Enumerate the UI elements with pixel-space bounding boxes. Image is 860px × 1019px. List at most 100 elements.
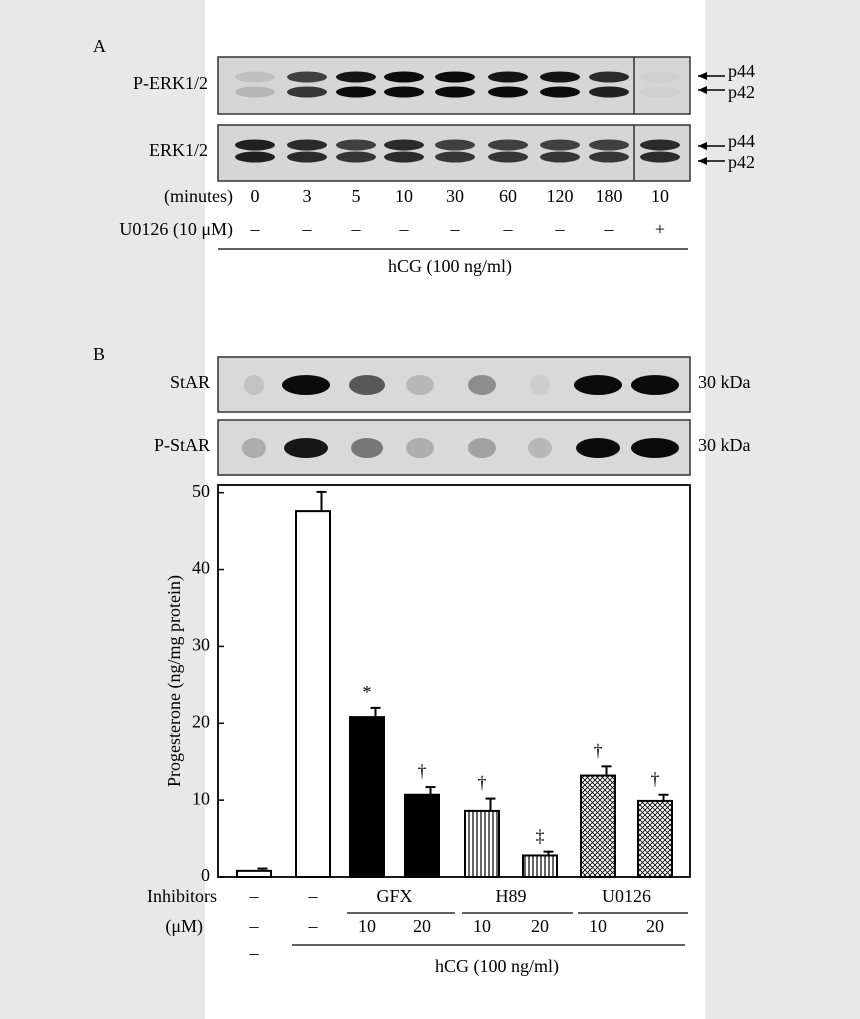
x-tick-label: 10	[473, 916, 491, 936]
arrow-head	[698, 86, 707, 94]
band	[242, 438, 266, 458]
band	[406, 375, 434, 395]
plot-frame	[217, 484, 691, 878]
annotation: *	[363, 682, 372, 702]
row-label: P-StAR	[154, 435, 210, 455]
panel-label: A	[93, 36, 106, 56]
size-label: 30 kDa	[698, 372, 751, 392]
x-tick-label: 20	[646, 916, 664, 936]
band	[540, 86, 580, 98]
band	[235, 139, 275, 151]
blot	[217, 56, 691, 115]
band	[284, 438, 328, 458]
band	[235, 151, 275, 163]
inhibitor-sign: –	[503, 219, 514, 239]
band	[435, 139, 475, 151]
panel-label: B	[93, 344, 105, 364]
y-axis-label: Progesterone (ng/mg protein)	[164, 575, 185, 787]
marker-label: p42	[728, 152, 755, 172]
time-label: 180	[596, 186, 623, 206]
x-tick-label: 20	[413, 916, 431, 936]
band	[384, 151, 424, 163]
inhibitor-label: –	[249, 886, 260, 906]
time-label: 60	[499, 186, 517, 206]
band	[528, 438, 552, 458]
y-tick-label: 0	[201, 865, 210, 885]
band	[468, 375, 496, 395]
annotation: ‡	[536, 826, 545, 846]
bar	[637, 799, 673, 878]
band	[406, 438, 434, 458]
inhibitor-label: H89	[496, 886, 527, 906]
band	[435, 151, 475, 163]
row-label: P-ERK1/2	[133, 73, 208, 93]
inhibitor-sign: –	[604, 219, 615, 239]
band	[336, 139, 376, 151]
band	[589, 139, 629, 151]
band	[351, 438, 383, 458]
arrow-head	[698, 157, 707, 165]
band	[540, 151, 580, 163]
marker-label: p44	[728, 131, 755, 151]
treatment-label: hCG (100 ng/ml)	[388, 256, 512, 277]
time-label: 10	[651, 186, 669, 206]
time-label: 3	[303, 186, 312, 206]
x-tick-label: 20	[531, 916, 549, 936]
time-label: 120	[547, 186, 574, 206]
bar	[349, 716, 385, 878]
band	[589, 86, 629, 98]
band	[336, 71, 376, 83]
inhibitor-sign: +	[655, 219, 665, 239]
x-tick-label: 10	[358, 916, 376, 936]
band	[282, 375, 330, 395]
band	[589, 71, 629, 83]
marker-label: p44	[728, 61, 755, 81]
bar	[404, 793, 440, 878]
band	[287, 71, 327, 83]
time-label: 0	[251, 186, 260, 206]
band	[435, 86, 475, 98]
band	[349, 375, 385, 395]
band	[631, 375, 679, 395]
band	[530, 375, 550, 395]
inhibitor-sign: –	[302, 219, 313, 239]
band	[336, 151, 376, 163]
y-tick-label: 20	[192, 711, 210, 731]
band	[540, 139, 580, 151]
band	[468, 438, 496, 458]
time-label: 10	[395, 186, 413, 206]
y-tick-label: 30	[192, 635, 210, 655]
band	[576, 438, 620, 458]
row-label: (μM)	[165, 916, 203, 937]
band	[589, 151, 629, 163]
bar	[580, 774, 616, 879]
band	[574, 375, 622, 395]
y-tick-label: 10	[192, 788, 210, 808]
annotation: †	[651, 769, 660, 789]
band	[488, 139, 528, 151]
annotation: †	[478, 773, 487, 793]
inhibitor-sign: –	[555, 219, 566, 239]
row-label: (minutes)	[164, 186, 233, 207]
time-label: 30	[446, 186, 464, 206]
annotation: †	[594, 740, 603, 760]
arrow-head	[698, 72, 707, 80]
bar	[236, 869, 272, 878]
inhibitor-sign: –	[399, 219, 410, 239]
band	[640, 72, 680, 83]
annotation: †	[418, 761, 427, 781]
row-label: StAR	[170, 372, 210, 392]
band	[244, 375, 264, 395]
band	[540, 71, 580, 83]
band	[336, 86, 376, 98]
band	[640, 87, 680, 98]
x-tick-label: –	[308, 916, 319, 936]
bar	[295, 510, 331, 878]
band	[287, 151, 327, 163]
inhibitor-label: –	[308, 886, 319, 906]
band	[488, 71, 528, 83]
band	[488, 151, 528, 163]
band	[384, 139, 424, 151]
arrow-head	[698, 142, 707, 150]
